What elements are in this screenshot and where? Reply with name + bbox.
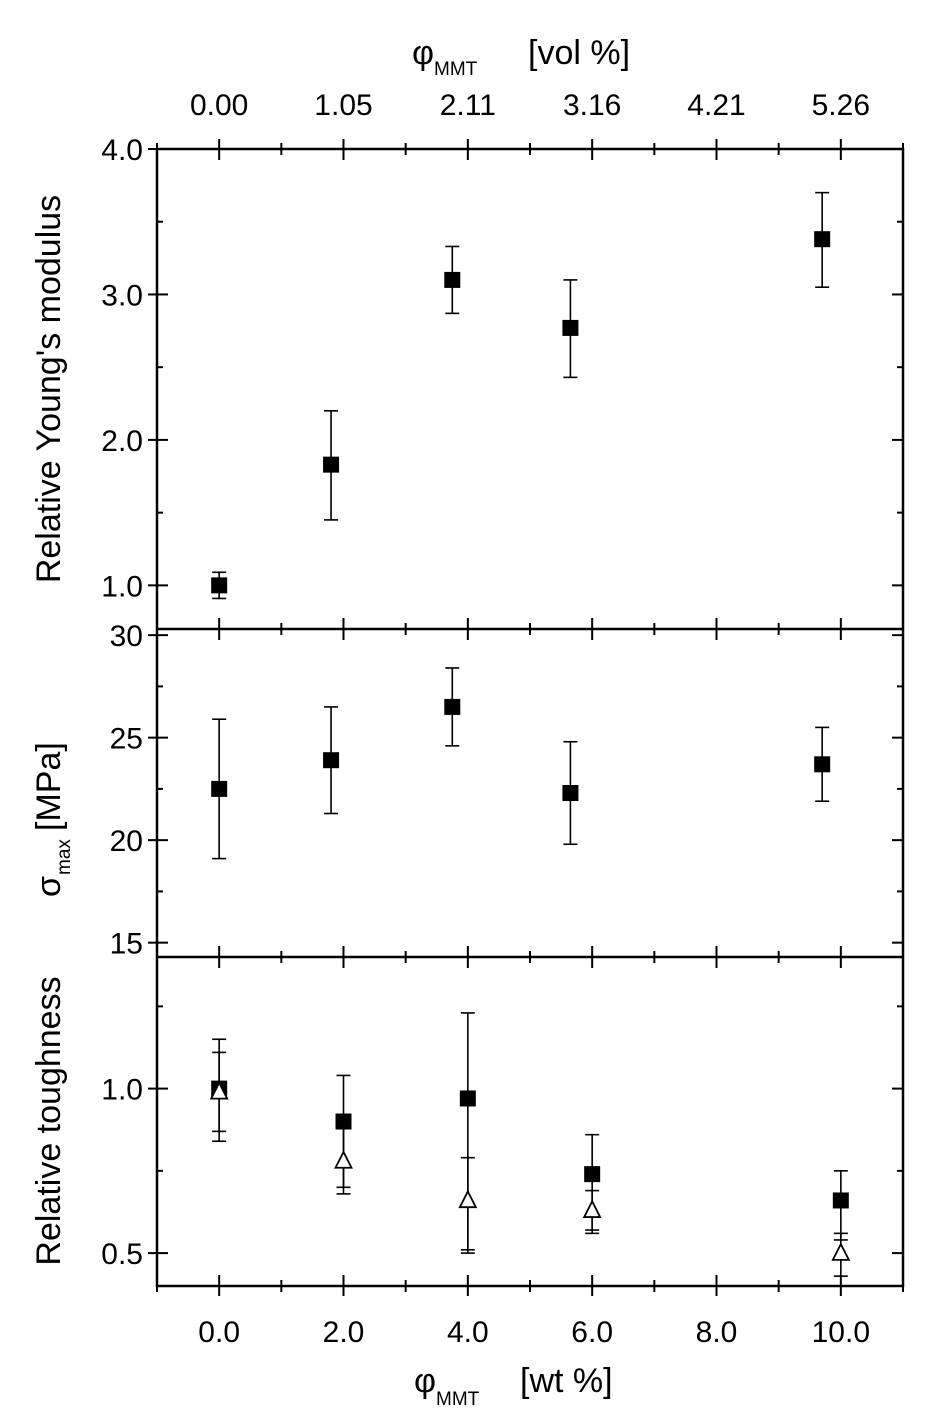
bottom-axis-label-main: φ: [414, 1362, 436, 1400]
data-point-square: [562, 319, 579, 336]
bottom-axis-label-unit: [wt %]: [520, 1362, 613, 1400]
x-tick-label: 6.0: [571, 1316, 613, 1349]
top-tick-label: 5.26: [812, 89, 870, 122]
y-tick-label: 30: [110, 620, 143, 653]
ylabel-sigma-unit: [MPa]: [30, 742, 68, 831]
data-point-square: [323, 752, 340, 769]
data-point-square: [832, 1192, 849, 1209]
data-point-square: [814, 756, 831, 773]
bottom-axis-label-sub: MMT: [436, 1389, 480, 1410]
data-point-square: [562, 785, 579, 801]
ylabel-sigma-main: σ: [30, 876, 68, 897]
top-axis-label-unit: [vol %]: [528, 34, 630, 72]
ylabel-toughness: Relative toughness: [30, 976, 68, 1265]
bottom-axis-label: φ MMT [wt %]: [414, 1362, 613, 1410]
y-tick-label: 20: [110, 825, 143, 858]
top-axis-label: φ MMT [vol %]: [412, 34, 630, 80]
ylabel-sigma-sub: max: [54, 839, 75, 875]
data-point-square: [444, 271, 461, 288]
x-tick-label: 10.0: [812, 1316, 870, 1349]
data-point-square: [584, 1166, 601, 1183]
x-tick-label: 8.0: [696, 1316, 738, 1349]
top-tick-label: 3.16: [563, 89, 621, 122]
data-point-square: [814, 231, 831, 248]
y-tick-label: 25: [110, 723, 143, 756]
y-tick-label: 4.0: [101, 134, 143, 167]
x-tick-label: 4.0: [447, 1316, 489, 1349]
y-tick-label: 15: [110, 928, 143, 961]
top-tick-label: 1.05: [314, 89, 372, 122]
data-point-square: [459, 1090, 476, 1107]
data-point-square: [444, 698, 461, 715]
plot-frame: [155, 147, 905, 1288]
ylabel-modulus: Relative Young's modulus: [30, 195, 68, 583]
ylabel-sigma: σ max [MPa]: [30, 742, 75, 897]
data-point-square: [335, 1113, 352, 1130]
y-tick-label: 0.5: [101, 1238, 143, 1271]
data-point-triangle: [582, 1199, 602, 1218]
data-point-square: [323, 456, 340, 473]
top-tick-label: 2.11: [440, 89, 496, 122]
y-tick-label: 1.0: [101, 570, 143, 603]
x-tick-label: 0.0: [198, 1316, 240, 1349]
top-axis-label-sub: MMT: [434, 59, 478, 80]
data-point-square: [211, 577, 228, 594]
data-point-square: [211, 780, 228, 797]
top-tick-label: 4.21: [687, 89, 745, 122]
top-axis-label-main: φ: [412, 34, 434, 72]
x-tick-label: 2.0: [323, 1316, 365, 1349]
y-tick-label: 3.0: [101, 279, 143, 312]
data-point-triangle: [209, 1080, 229, 1100]
y-tick-label: 1.0: [101, 1074, 143, 1107]
data-point-triangle: [334, 1149, 353, 1169]
data-point-triangle: [831, 1242, 851, 1261]
top-tick-label: 0.00: [190, 89, 248, 122]
data-point-triangle: [458, 1189, 478, 1209]
y-tick-label: 2.0: [101, 425, 143, 458]
chart-marks: 0.0 2.0 4.0 6.0 8.0 10.0 0.00 1.05 2.11 3.16 4.21 5…: [101, 89, 904, 1349]
